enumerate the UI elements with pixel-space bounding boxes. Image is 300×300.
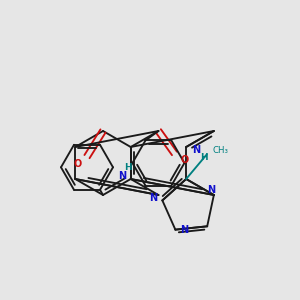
Text: O: O bbox=[74, 159, 82, 169]
Text: N: N bbox=[180, 225, 188, 235]
Text: N: N bbox=[192, 145, 200, 155]
Text: N: N bbox=[207, 185, 215, 195]
Text: H: H bbox=[124, 164, 131, 172]
Text: H: H bbox=[200, 154, 208, 163]
Text: O: O bbox=[180, 155, 189, 165]
Text: N: N bbox=[149, 194, 158, 203]
Text: CH₃: CH₃ bbox=[213, 146, 229, 155]
Text: N: N bbox=[118, 171, 126, 181]
